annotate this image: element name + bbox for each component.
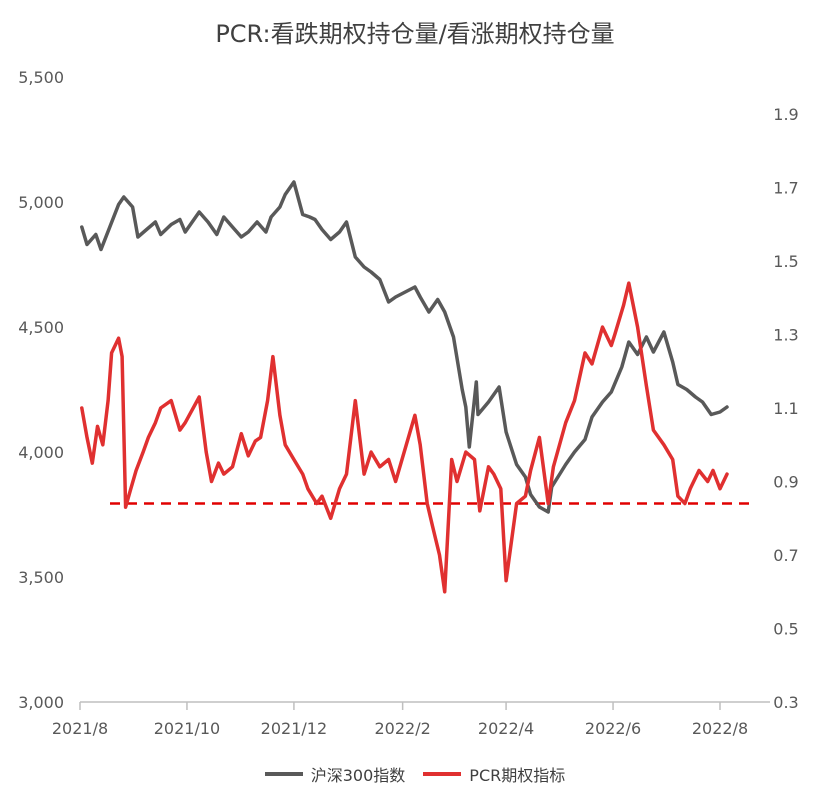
x-tick-label: 2021/8	[52, 719, 108, 738]
right-tick-label: 0.7	[773, 546, 798, 565]
right-tick-label: 1.1	[773, 399, 798, 418]
right-tick-label: 0.3	[773, 693, 798, 712]
x-tick-label: 2022/4	[478, 719, 534, 738]
left-tick-label: 4,000	[18, 443, 64, 462]
legend-label-pcr: PCR期权指标	[469, 766, 566, 785]
x-tick-label: 2022/2	[374, 719, 430, 738]
right-tick-label: 0.5	[773, 620, 798, 639]
legend-label-hs300: 沪深300指数	[310, 766, 406, 785]
left-axis-ticks: 5,500 5,000 4,500 4,000 3,500 3,000	[18, 68, 64, 712]
series-line-pcr	[80, 281, 729, 594]
x-tick-label: 2022/8	[692, 719, 748, 738]
series-layer	[80, 180, 729, 594]
right-tick-label: 1.7	[773, 179, 798, 198]
x-tick-label: 2021/10	[154, 719, 220, 738]
left-tick-label: 3,500	[18, 568, 64, 587]
right-tick-label: 0.9	[773, 473, 798, 492]
legend-item-hs300: 沪深300指数	[264, 762, 406, 786]
right-tick-label: 1.9	[773, 105, 798, 124]
x-axis-ticks: 2021/8 2021/10 2021/12 2022/2 2022/4 2022/6 20…	[52, 702, 748, 738]
chart-title: PCR:看跌期权持仓量/看涨期权持仓量	[215, 20, 615, 48]
series-line-hs300	[80, 180, 729, 514]
left-tick-label: 5,000	[18, 193, 64, 212]
x-tick-label: 2022/6	[585, 719, 641, 738]
legend-swatch-pcr	[423, 772, 462, 776]
legend: 沪深300指数 PCR期权指标	[0, 762, 830, 786]
legend-item-pcr: PCR期权指标	[423, 762, 565, 786]
right-tick-label: 1.3	[773, 326, 798, 345]
left-tick-label: 4,500	[18, 318, 64, 337]
legend-swatch-hs300	[264, 772, 303, 776]
right-tick-label: 1.5	[773, 252, 798, 271]
left-tick-label: 5,500	[18, 68, 64, 87]
right-axis-ticks: 1.9 1.7 1.5 1.3 1.1 0.9 0.7 0.5 0.3	[773, 105, 798, 712]
left-tick-label: 3,000	[18, 693, 64, 712]
x-tick-label: 2021/12	[261, 719, 327, 738]
